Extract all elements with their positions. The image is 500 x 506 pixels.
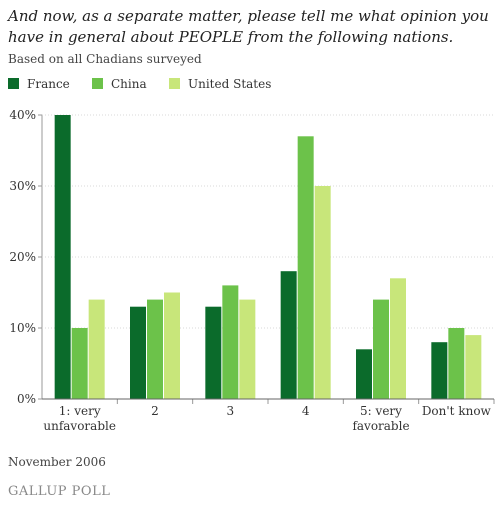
legend-swatch-united-states: [169, 78, 180, 89]
survey-date: November 2006: [8, 455, 106, 469]
bar-china: [147, 299, 163, 399]
x-tick-label: unfavorable: [43, 419, 116, 433]
bar-united-states: [164, 292, 180, 399]
bar-china: [373, 299, 389, 399]
bar-france: [130, 306, 146, 399]
bar-china: [448, 328, 465, 399]
bar-france: [431, 342, 448, 399]
bar-united-states: [239, 299, 256, 399]
bar-france: [54, 115, 71, 399]
legend-label-united-states: United States: [188, 77, 272, 91]
y-tick-label: 20%: [9, 250, 36, 264]
legend-item-united-states: United States: [169, 77, 271, 91]
chart-subtitle: Based on all Chadians surveyed: [8, 52, 202, 66]
y-tick-label: 10%: [9, 321, 36, 335]
x-tick-label: 2: [151, 404, 159, 418]
bar-france: [280, 271, 297, 399]
y-tick-label: 30%: [9, 179, 36, 193]
legend-item-china: China: [92, 77, 147, 91]
legend-item-france: France: [8, 77, 70, 91]
x-tick-label: Don't know: [422, 404, 492, 418]
y-tick-label: 0%: [17, 392, 36, 406]
x-tick-label: favorable: [352, 419, 409, 433]
x-tick-label: 4: [302, 404, 310, 418]
gallup-poll-logo: GALLUP POLL: [8, 484, 111, 499]
bar-united-states: [465, 335, 482, 399]
bar-france: [356, 349, 372, 399]
bar-china: [71, 328, 88, 399]
bar-united-states: [88, 299, 105, 399]
legend-swatch-france: [8, 78, 19, 89]
legend-swatch-china: [92, 78, 103, 89]
bar-france: [205, 306, 222, 399]
bar-united-states: [390, 278, 406, 399]
bar-china: [297, 136, 314, 400]
y-tick-label: 40%: [9, 108, 36, 122]
x-tick-label: 5: very: [360, 404, 402, 418]
bar-united-states: [314, 186, 331, 399]
legend-label-china: China: [111, 77, 147, 91]
x-tick-label: 3: [227, 404, 235, 418]
legend-label-france: France: [27, 77, 70, 91]
x-tick-label: 1: very: [59, 404, 101, 418]
bar-china: [222, 285, 239, 399]
chart-title: And now, as a separate matter, please te…: [8, 7, 489, 46]
